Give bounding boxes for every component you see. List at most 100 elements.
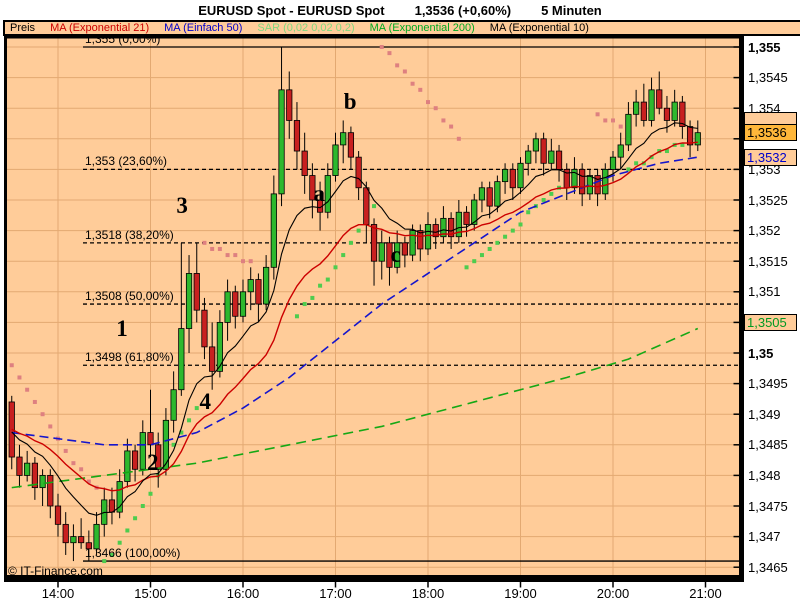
sar-dot	[541, 198, 546, 202]
sar-dot	[187, 418, 192, 423]
sar-dot	[595, 112, 600, 117]
candle-down	[108, 499, 116, 513]
sar-dot	[634, 161, 639, 166]
sar-dot	[387, 51, 392, 56]
y-axis-label: 1,3495	[748, 376, 788, 392]
sar-dot	[25, 387, 30, 392]
ma-line	[11, 122, 698, 516]
sar-dot	[9, 363, 14, 368]
candle-up	[162, 419, 170, 470]
sar-dot	[194, 406, 199, 411]
sar-dot	[418, 87, 423, 92]
fib-label: 1,3498 (61,80%)	[85, 350, 174, 365]
x-axis-label: 20:00	[596, 586, 630, 601]
sar-dot	[86, 479, 91, 484]
axis-value-box: 1,3505	[744, 313, 797, 331]
sar-dot	[210, 246, 215, 251]
sar-dot	[148, 491, 153, 496]
sar-dot	[63, 448, 68, 453]
candle-down	[16, 456, 23, 476]
ma-line	[11, 156, 698, 446]
wave-label-a: a	[313, 180, 326, 206]
candle-down	[540, 138, 547, 164]
sar-dot	[318, 283, 323, 288]
sar-dot	[680, 142, 685, 147]
candle-up	[340, 132, 347, 146]
x-axis-label: 17:00	[319, 586, 352, 601]
candle-up	[525, 150, 532, 164]
sar-dot	[40, 412, 45, 417]
sar-dot	[456, 136, 461, 141]
ma-line	[11, 327, 699, 489]
wave-label-4: 4	[199, 388, 211, 414]
x-axis-label: 15:00	[134, 586, 167, 601]
sar-dot	[449, 124, 454, 129]
candle-up	[378, 242, 385, 262]
candle-down	[417, 230, 424, 250]
y-axis-label: 1,3525	[748, 192, 788, 208]
candle-up	[494, 181, 501, 207]
candle-down	[131, 450, 139, 470]
candle-down	[85, 542, 92, 550]
candle-up	[532, 138, 540, 152]
fib-label: 1,353 (23,60%)	[85, 154, 168, 169]
candle-down	[309, 175, 316, 201]
sar-dot	[425, 100, 430, 105]
candle-down	[54, 505, 62, 525]
candle-up	[571, 168, 578, 189]
candle-up	[424, 224, 432, 250]
candle-up	[239, 291, 247, 317]
sar-dot	[626, 167, 631, 172]
candle-up	[478, 187, 486, 201]
candle-up	[625, 113, 632, 146]
candle-down	[193, 273, 200, 311]
candle-down	[301, 150, 308, 176]
sar-dot	[202, 240, 207, 245]
fib-label: 1,3508 (50,00%)	[85, 289, 174, 304]
legend-item-5: MA (Exponential 10)	[489, 22, 589, 34]
y-axis-label: 1,355	[748, 39, 781, 55]
candle-down	[432, 224, 439, 238]
sar-dot	[17, 375, 22, 380]
sar-dot	[341, 253, 346, 258]
candle-down	[363, 187, 370, 225]
sar-dot	[133, 516, 138, 521]
candle-up	[139, 432, 146, 470]
sar-dot	[649, 155, 654, 160]
candle-down	[78, 536, 85, 544]
candle-down	[293, 120, 301, 152]
axis-value-box: 1,3536	[744, 124, 797, 142]
sar-dot	[140, 504, 145, 508]
sar-dot	[333, 265, 338, 270]
candle-up	[332, 144, 339, 176]
fib-label: 1,3466 (100,00%)	[85, 546, 181, 561]
sar-dot	[179, 430, 184, 435]
candle-down	[663, 107, 671, 121]
x-axis-label: 14:00	[41, 586, 75, 601]
candle-down	[686, 126, 694, 146]
candle-down	[640, 101, 647, 121]
wave-label-c: c	[390, 242, 401, 268]
sar-dot	[441, 118, 446, 123]
sar-dot	[225, 253, 230, 258]
sar-dot	[109, 552, 114, 557]
sar-dot	[240, 259, 245, 264]
candle-down	[31, 462, 38, 489]
y-axis-label: 1,348	[748, 467, 781, 483]
fib-label: 1,3518 (38,20%)	[85, 227, 174, 242]
candle-down	[555, 150, 563, 170]
candle-up	[501, 168, 509, 183]
sar-dot	[117, 540, 122, 545]
candle-down	[370, 224, 378, 262]
candle-up	[263, 266, 270, 305]
wave-label-b: b	[343, 89, 357, 115]
legend-item-0: Preis	[10, 22, 36, 34]
candle-down	[255, 279, 262, 305]
chart-title: EURUSD Spot - EURUSD Spot 1,3536 (+0,60%…	[0, 3, 800, 18]
sar-dot	[102, 559, 107, 564]
candle-up	[586, 175, 593, 195]
candle-down	[286, 89, 293, 121]
sar-dot	[348, 240, 353, 245]
legend-item-2: MA (Einfach 50)	[164, 22, 243, 34]
